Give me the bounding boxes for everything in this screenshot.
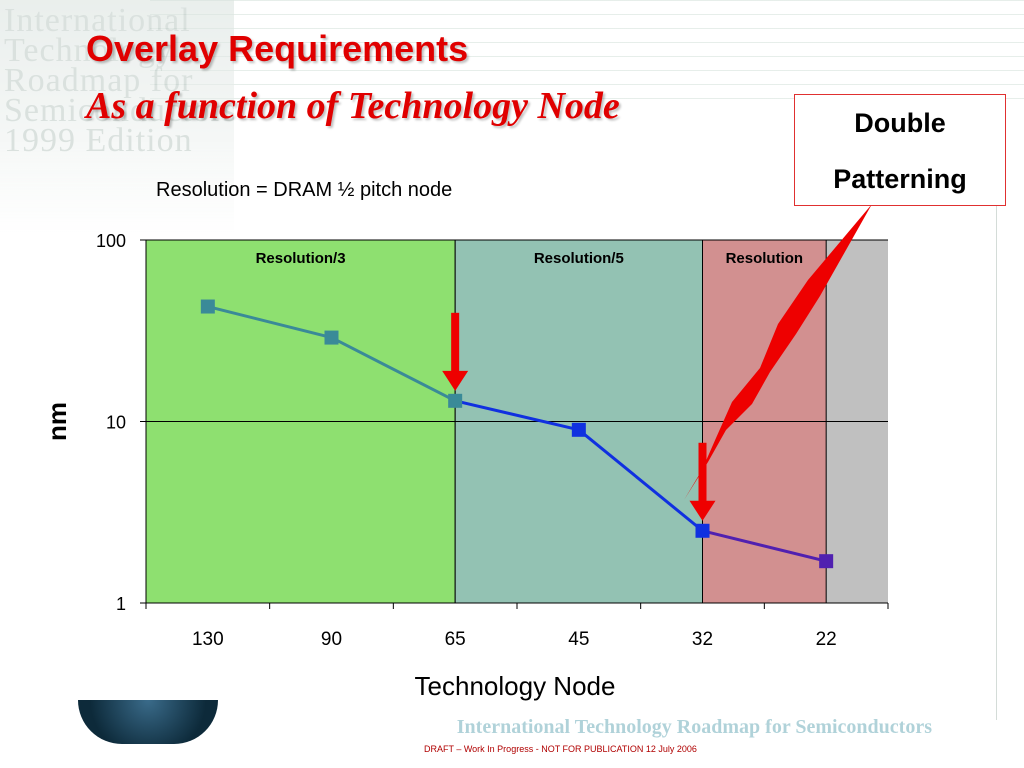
callout-line-1: Double xyxy=(854,108,946,138)
data-point xyxy=(695,523,710,538)
zone-label: Resolution xyxy=(726,250,804,267)
itrs-watermark-logo: International Technology Roadmap for Sem… xyxy=(0,0,234,236)
footer-banner: International Technology Roadmap for Sem… xyxy=(232,716,932,738)
series-line-segment xyxy=(577,428,704,532)
data-point xyxy=(571,422,586,437)
x-tick-label: 130 xyxy=(192,629,224,650)
draft-notice: DRAFT – Work In Progress - NOT FOR PUBLI… xyxy=(424,744,697,754)
background-stripes xyxy=(150,0,1024,110)
slide-title: Overlay Requirements xyxy=(86,28,469,69)
x-axis-title: Technology Node xyxy=(415,671,616,701)
x-tick-label: 22 xyxy=(816,629,837,650)
x-tick-label: 90 xyxy=(321,629,342,650)
zone-label: Resolution/3 xyxy=(256,250,346,267)
red-arrow-32 xyxy=(689,442,716,521)
y-tick-label: 1 xyxy=(116,594,126,614)
data-point xyxy=(448,393,463,408)
red-arrow-65 xyxy=(442,312,469,391)
series-line-segment xyxy=(330,336,456,403)
itrs-globe-logo xyxy=(78,700,218,744)
chart-title: Resolution = DRAM ½ pitch node xyxy=(156,179,453,201)
y-tick-label: 10 xyxy=(106,413,126,433)
slide-subtitle: As a function of Technology Node xyxy=(86,85,620,127)
zone-label: Resolution/5 xyxy=(534,250,624,267)
y-tick-label: 100 xyxy=(96,231,126,251)
double-patterning-callout: Double Patterning xyxy=(794,94,1006,206)
x-tick-label: 32 xyxy=(692,629,713,650)
callout-line-2: Patterning xyxy=(833,164,967,194)
x-tick-label: 65 xyxy=(445,629,466,650)
data-point xyxy=(200,299,215,314)
series-line-segment xyxy=(454,399,580,432)
data-point xyxy=(324,330,339,345)
callout-pointer xyxy=(684,204,872,500)
right-divider xyxy=(996,120,997,720)
series-line-segment xyxy=(207,305,332,340)
x-tick-label: 45 xyxy=(568,629,589,650)
series-line-segment xyxy=(702,529,827,563)
y-axis-title: nm xyxy=(42,402,72,441)
footer-text: International Technology Roadmap for Sem… xyxy=(456,716,932,738)
data-point xyxy=(819,554,834,569)
